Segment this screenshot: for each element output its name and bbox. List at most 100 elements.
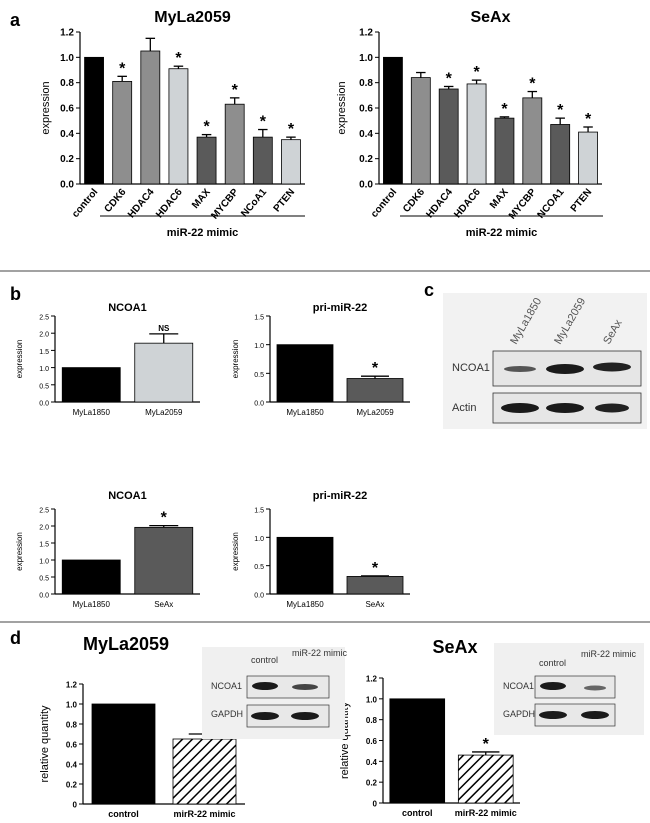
chart-b4: pri-miR-22 0.0 0.5 1.0 1.5 expression MyLa1850…: [231, 490, 410, 609]
wb-d1-row-1: NCOA1: [211, 681, 242, 691]
wb-d2-band: [539, 711, 567, 719]
bar: [457, 754, 514, 804]
chart-title: pri-miR-22: [313, 490, 367, 502]
wb-c-band: [595, 403, 629, 413]
y-tick-label: 1.5: [254, 508, 264, 515]
bar: [134, 342, 194, 403]
y-tick-label: 0.0: [254, 593, 264, 600]
y-tick-label: 1.0: [66, 701, 78, 710]
wb-d1-lane-2: miR-22 mimic: [292, 648, 347, 658]
chart-title: SeAx: [432, 637, 477, 657]
western-blot-c: MyLa1850 MyLa2059 SeAx NCOA1 Actin: [443, 293, 647, 429]
panel-letter-a: a: [10, 10, 21, 30]
y-tick-label: 0: [73, 801, 78, 810]
y-tick-label: 1.5: [39, 542, 49, 549]
bar: [346, 576, 404, 595]
bar: [61, 367, 121, 403]
significance-mark: *: [372, 560, 379, 577]
y-tick-label: 0: [373, 800, 378, 809]
y-tick-label: 0.6: [359, 104, 373, 115]
chart-a1: MyLa2059 0.0 0.2 0.4 0.6 0.8 1.0 1.2 expression c…: [40, 9, 305, 239]
bar: [224, 103, 245, 185]
y-tick-label: 2.0: [39, 525, 49, 532]
y-tick-label: 1.0: [359, 53, 373, 64]
y-tick-label: 1.0: [39, 366, 49, 373]
wb-d1-band: [292, 684, 318, 690]
wb-d1-band: [252, 682, 278, 690]
y-tick-label: 1.0: [39, 559, 49, 566]
y-axis-label: relative quantity: [39, 705, 51, 783]
y-axis-label: expression: [231, 340, 240, 379]
significance-mark: *: [585, 111, 592, 128]
wb-d2-row-1: NCOA1: [503, 681, 534, 691]
bar: [281, 139, 301, 185]
y-axis-label: expression: [40, 81, 52, 134]
y-tick-label: 0.0: [39, 401, 49, 408]
bar: [346, 378, 404, 403]
bar: [84, 56, 104, 185]
y-tick-label: 1.2: [66, 681, 78, 690]
wb-c-band: [501, 403, 539, 413]
x-tick-label: control: [369, 187, 399, 220]
x-tick-label: HDAC4: [126, 187, 157, 221]
x-tick-label: CDK6: [401, 187, 427, 215]
significance-mark: *: [557, 102, 564, 119]
x-tick-label: control: [402, 808, 433, 818]
x-tick-label: CDK6: [103, 187, 129, 215]
y-tick-label: 0.0: [359, 180, 373, 191]
bar: [276, 344, 334, 403]
x-tick-label: HDAC4: [424, 187, 455, 221]
bar: [172, 738, 237, 805]
y-axis-label: expression: [336, 81, 348, 134]
significance-mark: *: [161, 510, 168, 527]
significance-mark: *: [260, 114, 267, 131]
bar: [61, 559, 121, 595]
y-tick-label: 0.4: [60, 129, 74, 140]
bar: [276, 536, 334, 595]
wb-c-band: [546, 364, 584, 374]
bar: [112, 81, 133, 185]
y-tick-label: 0.2: [366, 779, 378, 788]
y-tick-label: 2.5: [39, 508, 49, 515]
wb-d1-band: [251, 712, 279, 720]
significance-mark: *: [529, 76, 536, 93]
y-tick-label: 0.5: [39, 383, 49, 390]
bar: [550, 124, 571, 185]
x-tick-label: SeAx: [154, 600, 173, 609]
x-tick-label: mirR-22 mimic: [455, 808, 517, 818]
significance-mark: *: [473, 64, 480, 81]
significance-mark: *: [203, 119, 210, 136]
chart-title: NCOA1: [108, 302, 147, 314]
panel-letter-d: d: [10, 628, 21, 648]
y-tick-label: 0.2: [60, 154, 74, 165]
y-tick-label: 1.0: [366, 695, 378, 704]
wb-d2-lane-1: control: [539, 658, 566, 668]
bar: [389, 698, 446, 804]
y-tick-label: 0.8: [359, 78, 373, 89]
significance-mark: *: [372, 360, 379, 377]
chart-title: MyLa2059: [154, 9, 231, 26]
y-tick-label: 2.0: [39, 332, 49, 339]
y-tick-label: 0.0: [254, 401, 264, 408]
significance-mark: *: [446, 70, 453, 87]
x-tick-label: MAX: [190, 187, 213, 211]
y-tick-label: 1.0: [254, 343, 264, 350]
wb-d2-band: [540, 682, 566, 690]
y-tick-label: 1.5: [39, 349, 49, 356]
bar: [91, 703, 156, 805]
bar: [578, 131, 598, 185]
significance-mark: *: [119, 60, 126, 77]
y-tick-label: 0.6: [66, 741, 78, 750]
bar: [196, 136, 217, 185]
bar: [522, 97, 543, 185]
x-tick-label: PTEN: [272, 187, 298, 215]
chart-b2: pri-miR-22 0.0 0.5 1.0 1.5 expression MyLa1850…: [231, 302, 410, 417]
bar: [410, 77, 431, 185]
panel-letter-b: b: [10, 284, 21, 304]
wb-d2-lane-2: miR-22 mimic: [581, 649, 636, 659]
y-tick-label: 0.2: [66, 781, 78, 790]
x-tick-label: MyLa2059: [356, 408, 394, 417]
y-axis-label: expression: [231, 532, 240, 571]
